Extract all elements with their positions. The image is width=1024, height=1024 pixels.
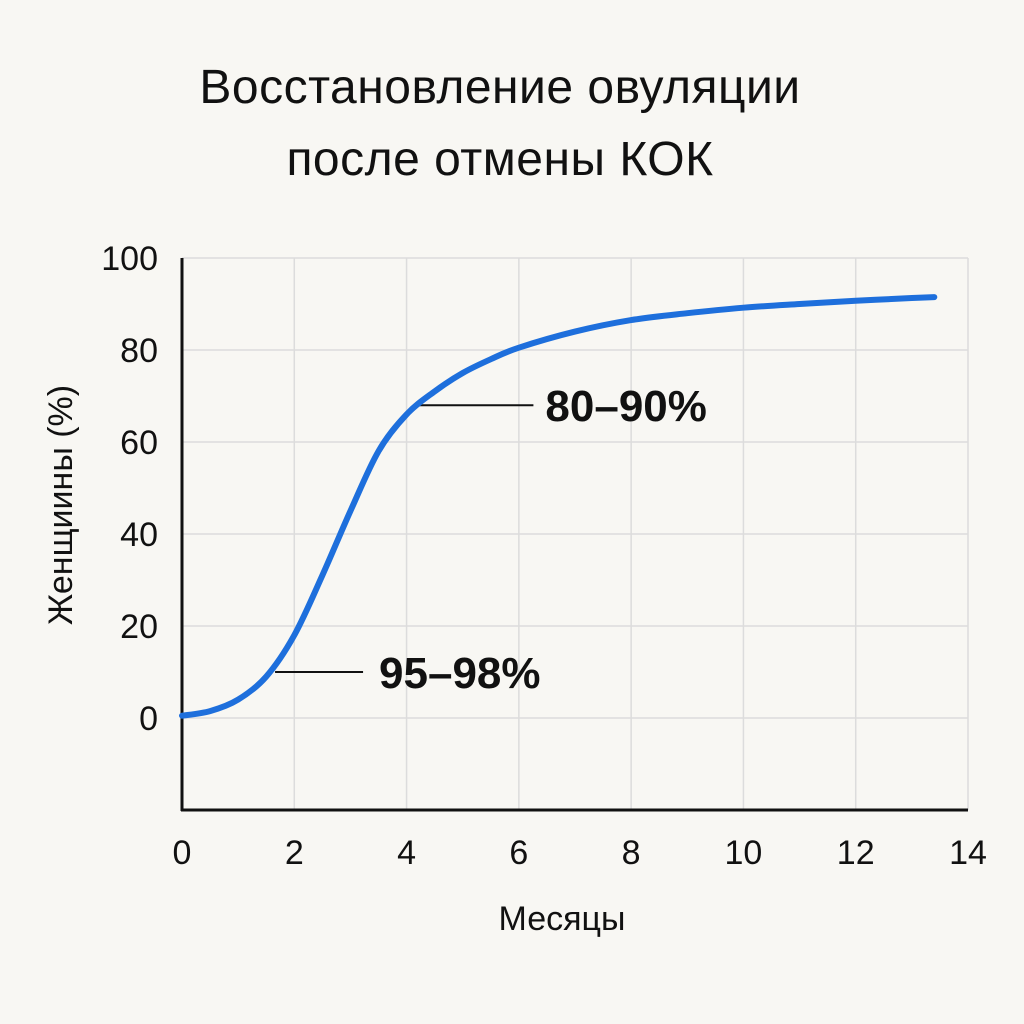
chart-title: Восстановление овуляции после отмены КОК <box>0 52 1000 196</box>
series-line <box>179 294 938 719</box>
annotation-label: 95–98% <box>379 649 540 698</box>
x-tick-label: 10 <box>725 834 763 872</box>
series <box>179 294 938 719</box>
y-tick-label: 60 <box>120 424 158 462</box>
chart-title-line-1: Восстановление овуляции <box>199 61 801 114</box>
y-tick-label: 40 <box>120 516 158 554</box>
y-tick-label: 20 <box>120 608 158 646</box>
y-tick-label: 100 <box>101 240 158 278</box>
x-tick-label: 6 <box>509 834 528 872</box>
x-tick-label: 8 <box>622 834 641 872</box>
y-tick-label: 80 <box>120 332 158 370</box>
x-tick-label: 14 <box>949 834 987 872</box>
x-tick-label: 2 <box>285 834 304 872</box>
axes <box>180 258 968 812</box>
x-tick-label: 4 <box>397 834 416 872</box>
grid <box>182 257 969 810</box>
y-tick-label: 0 <box>139 700 158 738</box>
chart-title-line-2: после отмены КОК <box>286 133 714 186</box>
annotation-label: 80–90% <box>545 382 706 431</box>
x-axis-label: Месяцы <box>499 900 626 938</box>
y-axis-label: Женщиины (%) <box>42 385 80 625</box>
x-tick-label: 0 <box>173 834 192 872</box>
x-tick-label: 12 <box>837 834 875 872</box>
tick-labels: 0 2 4 6 8 10 12 14 0 20 40 60 80 100 <box>101 240 987 872</box>
annotations: 80–90% 95–98% <box>275 382 707 698</box>
